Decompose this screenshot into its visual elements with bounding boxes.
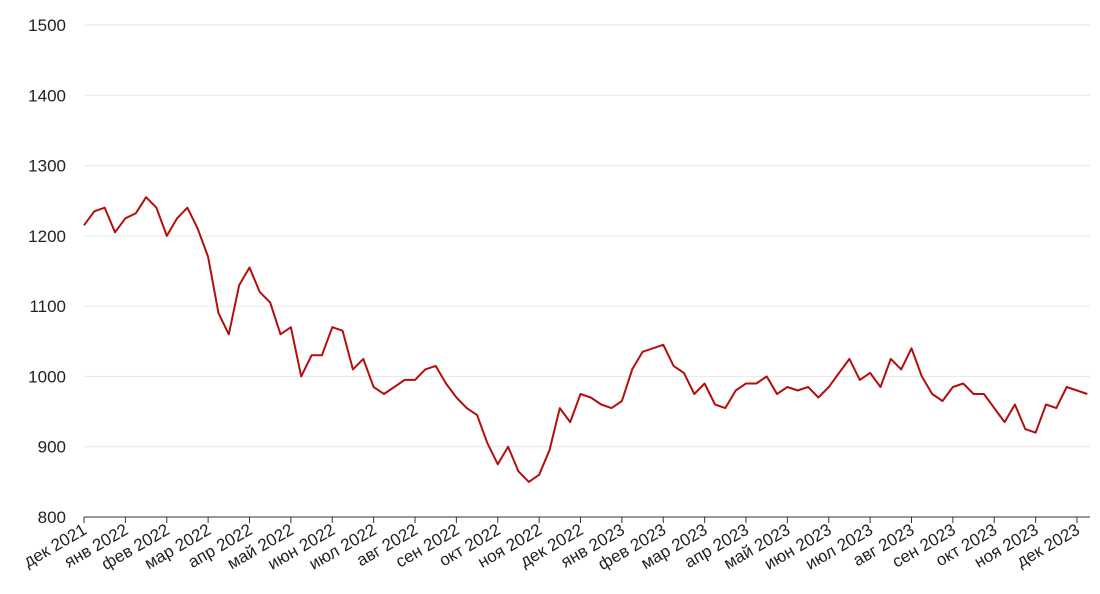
y-tick-label: 800 xyxy=(38,508,66,527)
y-tick-label: 1500 xyxy=(28,16,66,35)
y-tick-label: 1200 xyxy=(28,227,66,246)
y-tick-label: 1100 xyxy=(29,297,66,316)
y-tick-label: 900 xyxy=(38,438,66,457)
y-tick-label: 1400 xyxy=(28,86,66,105)
line-series xyxy=(83,196,1088,483)
y-tick-label: 1300 xyxy=(28,157,66,176)
y-tick-label: 1000 xyxy=(28,367,66,386)
